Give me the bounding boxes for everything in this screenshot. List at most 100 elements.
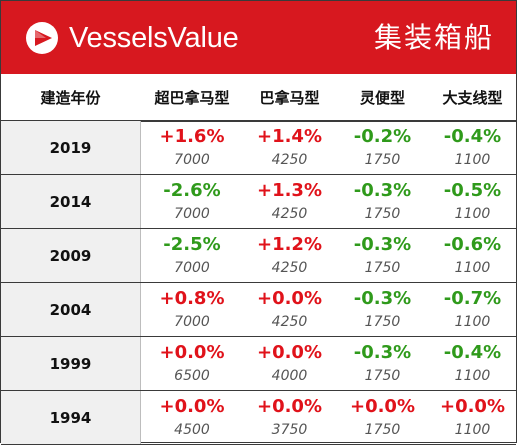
value-cell: +1.4% 4250 <box>243 121 336 174</box>
column-header-label: 巴拿马型 <box>259 88 320 107</box>
teu-size: 3750 <box>271 421 308 438</box>
value-cell: +0.0% 1750 <box>336 391 429 444</box>
teu-size: 7000 <box>174 205 210 222</box>
value-cell: +0.0% 3750 <box>243 391 336 444</box>
teu-size: 6500 <box>174 367 210 384</box>
page-title: 集装箱船 <box>373 21 494 54</box>
teu-size: 4250 <box>271 151 308 168</box>
table-row: 2014 -2.6% 7000 +1.3% 4250 -0.3% 1750 -0.5% 1100 <box>1 175 516 229</box>
value-cell: +0.0% 4000 <box>243 337 336 390</box>
percent-change: +1.2% <box>256 233 322 255</box>
teu-size: 1100 <box>454 205 491 222</box>
column-header-label: 超巴拿马型 <box>154 88 230 107</box>
table-row: 1994 +0.0% 4500 +0.0% 3750 +0.0% 1750 +0.0% 1100 <box>1 391 516 445</box>
teu-size: 1750 <box>364 205 401 222</box>
teu-size: 4500 <box>174 421 210 438</box>
percent-change: -0.4% <box>443 125 502 147</box>
teu-size: 1100 <box>454 313 491 330</box>
value-cell: +0.0% 1100 <box>429 391 516 444</box>
teu-size: 1100 <box>454 259 491 276</box>
header-banner: VesselsValue 集装箱船 <box>1 1 516 74</box>
build-year-cell: 1994 <box>1 391 141 444</box>
percent-change: -2.5% <box>163 233 221 255</box>
value-cell: -0.3% 1750 <box>336 283 429 336</box>
value-cell: -0.7% 1100 <box>429 283 516 336</box>
percent-change: -0.3% <box>353 233 412 255</box>
percent-change: -0.3% <box>353 179 412 201</box>
value-cell: -0.6% 1100 <box>429 229 516 282</box>
percent-change: +1.6% <box>159 125 225 147</box>
percent-change: -0.3% <box>353 287 412 309</box>
teu-size: 7000 <box>174 151 210 168</box>
percent-change: -2.6% <box>163 179 221 201</box>
teu-size: 1100 <box>454 367 491 384</box>
teu-size: 7000 <box>174 313 210 330</box>
build-year: 1994 <box>49 408 92 427</box>
teu-size: 1100 <box>454 421 491 438</box>
teu-size: 7000 <box>174 259 210 276</box>
percent-change: +0.8% <box>159 287 225 309</box>
percent-change: +0.0% <box>256 395 322 417</box>
column-header-feedermax: 大支线型 <box>429 74 516 120</box>
percent-change: -0.3% <box>353 341 412 363</box>
build-year: 2014 <box>49 192 92 211</box>
percent-change: +0.0% <box>256 287 322 309</box>
value-cell: +1.2% 4250 <box>243 229 336 282</box>
value-cell: -0.3% 1750 <box>336 229 429 282</box>
percent-change: +0.0% <box>159 395 225 417</box>
column-header-build-year: 建造年份 <box>1 74 140 120</box>
build-year-cell: 2009 <box>1 229 141 282</box>
percent-change: -0.2% <box>353 125 412 147</box>
teu-size: 1100 <box>454 151 491 168</box>
value-cell: +0.0% 4250 <box>243 283 336 336</box>
percent-change: +0.0% <box>256 341 322 363</box>
column-header-label: 灵便型 <box>359 88 405 107</box>
value-cell: -0.2% 1750 <box>336 121 429 174</box>
teu-size: 1750 <box>364 313 401 330</box>
percent-change: -0.5% <box>443 179 502 201</box>
teu-size: 4000 <box>271 367 308 384</box>
value-cell: -2.5% 7000 <box>141 229 243 282</box>
build-year: 2019 <box>49 138 92 157</box>
table-header: 建造年份 超巴拿马型 巴拿马型 灵便型 大支线型 <box>1 74 516 122</box>
teu-size: 4250 <box>271 259 308 276</box>
percent-change: +0.0% <box>349 395 415 417</box>
teu-size: 1750 <box>364 421 401 438</box>
build-year: 2004 <box>49 300 92 319</box>
percent-change: +0.0% <box>439 395 505 417</box>
build-year-cell: 1999 <box>1 337 141 390</box>
teu-size: 1750 <box>364 367 401 384</box>
column-header-post-panamax: 超巴拿马型 <box>141 74 243 120</box>
value-cell: +1.6% 7000 <box>141 121 243 174</box>
value-cell: +1.3% 4250 <box>243 175 336 228</box>
percent-change: -0.6% <box>443 233 502 255</box>
build-year-cell: 2014 <box>1 175 141 228</box>
value-cell: -2.6% 7000 <box>141 175 243 228</box>
value-cell: -0.3% 1750 <box>336 337 429 390</box>
percent-change: -0.7% <box>443 287 502 309</box>
teu-size: 1750 <box>364 151 401 168</box>
percent-change: +0.0% <box>159 341 225 363</box>
value-cell: -0.3% 1750 <box>336 175 429 228</box>
build-year: 2009 <box>49 246 92 265</box>
percent-change: +1.3% <box>256 179 322 201</box>
value-cell: +0.0% 6500 <box>141 337 243 390</box>
value-cell: -0.4% 1100 <box>429 121 516 174</box>
table-row: 2009 -2.5% 7000 +1.2% 4250 -0.3% 1750 -0.6% 1100 <box>1 229 516 283</box>
value-cell: -0.5% 1100 <box>429 175 516 228</box>
percent-change: +1.4% <box>256 125 322 147</box>
column-header-panamax: 巴拿马型 <box>243 74 336 120</box>
column-header-label: 大支线型 <box>442 88 503 107</box>
teu-size: 4250 <box>271 313 308 330</box>
value-cell: -0.4% 1100 <box>429 337 516 390</box>
percent-change: -0.4% <box>443 341 502 363</box>
build-year: 1999 <box>49 354 92 373</box>
table-row: 2004 +0.8% 7000 +0.0% 4250 -0.3% 1750 -0.7% 1100 <box>1 283 516 337</box>
table-row: 2019 +1.6% 7000 +1.4% 4250 -0.2% 1750 -0.4% 1100 <box>1 121 516 175</box>
teu-size: 4250 <box>271 205 308 222</box>
build-year-cell: 2004 <box>1 283 141 336</box>
value-cell: +0.0% 4500 <box>141 391 243 444</box>
teu-size: 1750 <box>364 259 401 276</box>
value-cell: +0.8% 7000 <box>141 283 243 336</box>
